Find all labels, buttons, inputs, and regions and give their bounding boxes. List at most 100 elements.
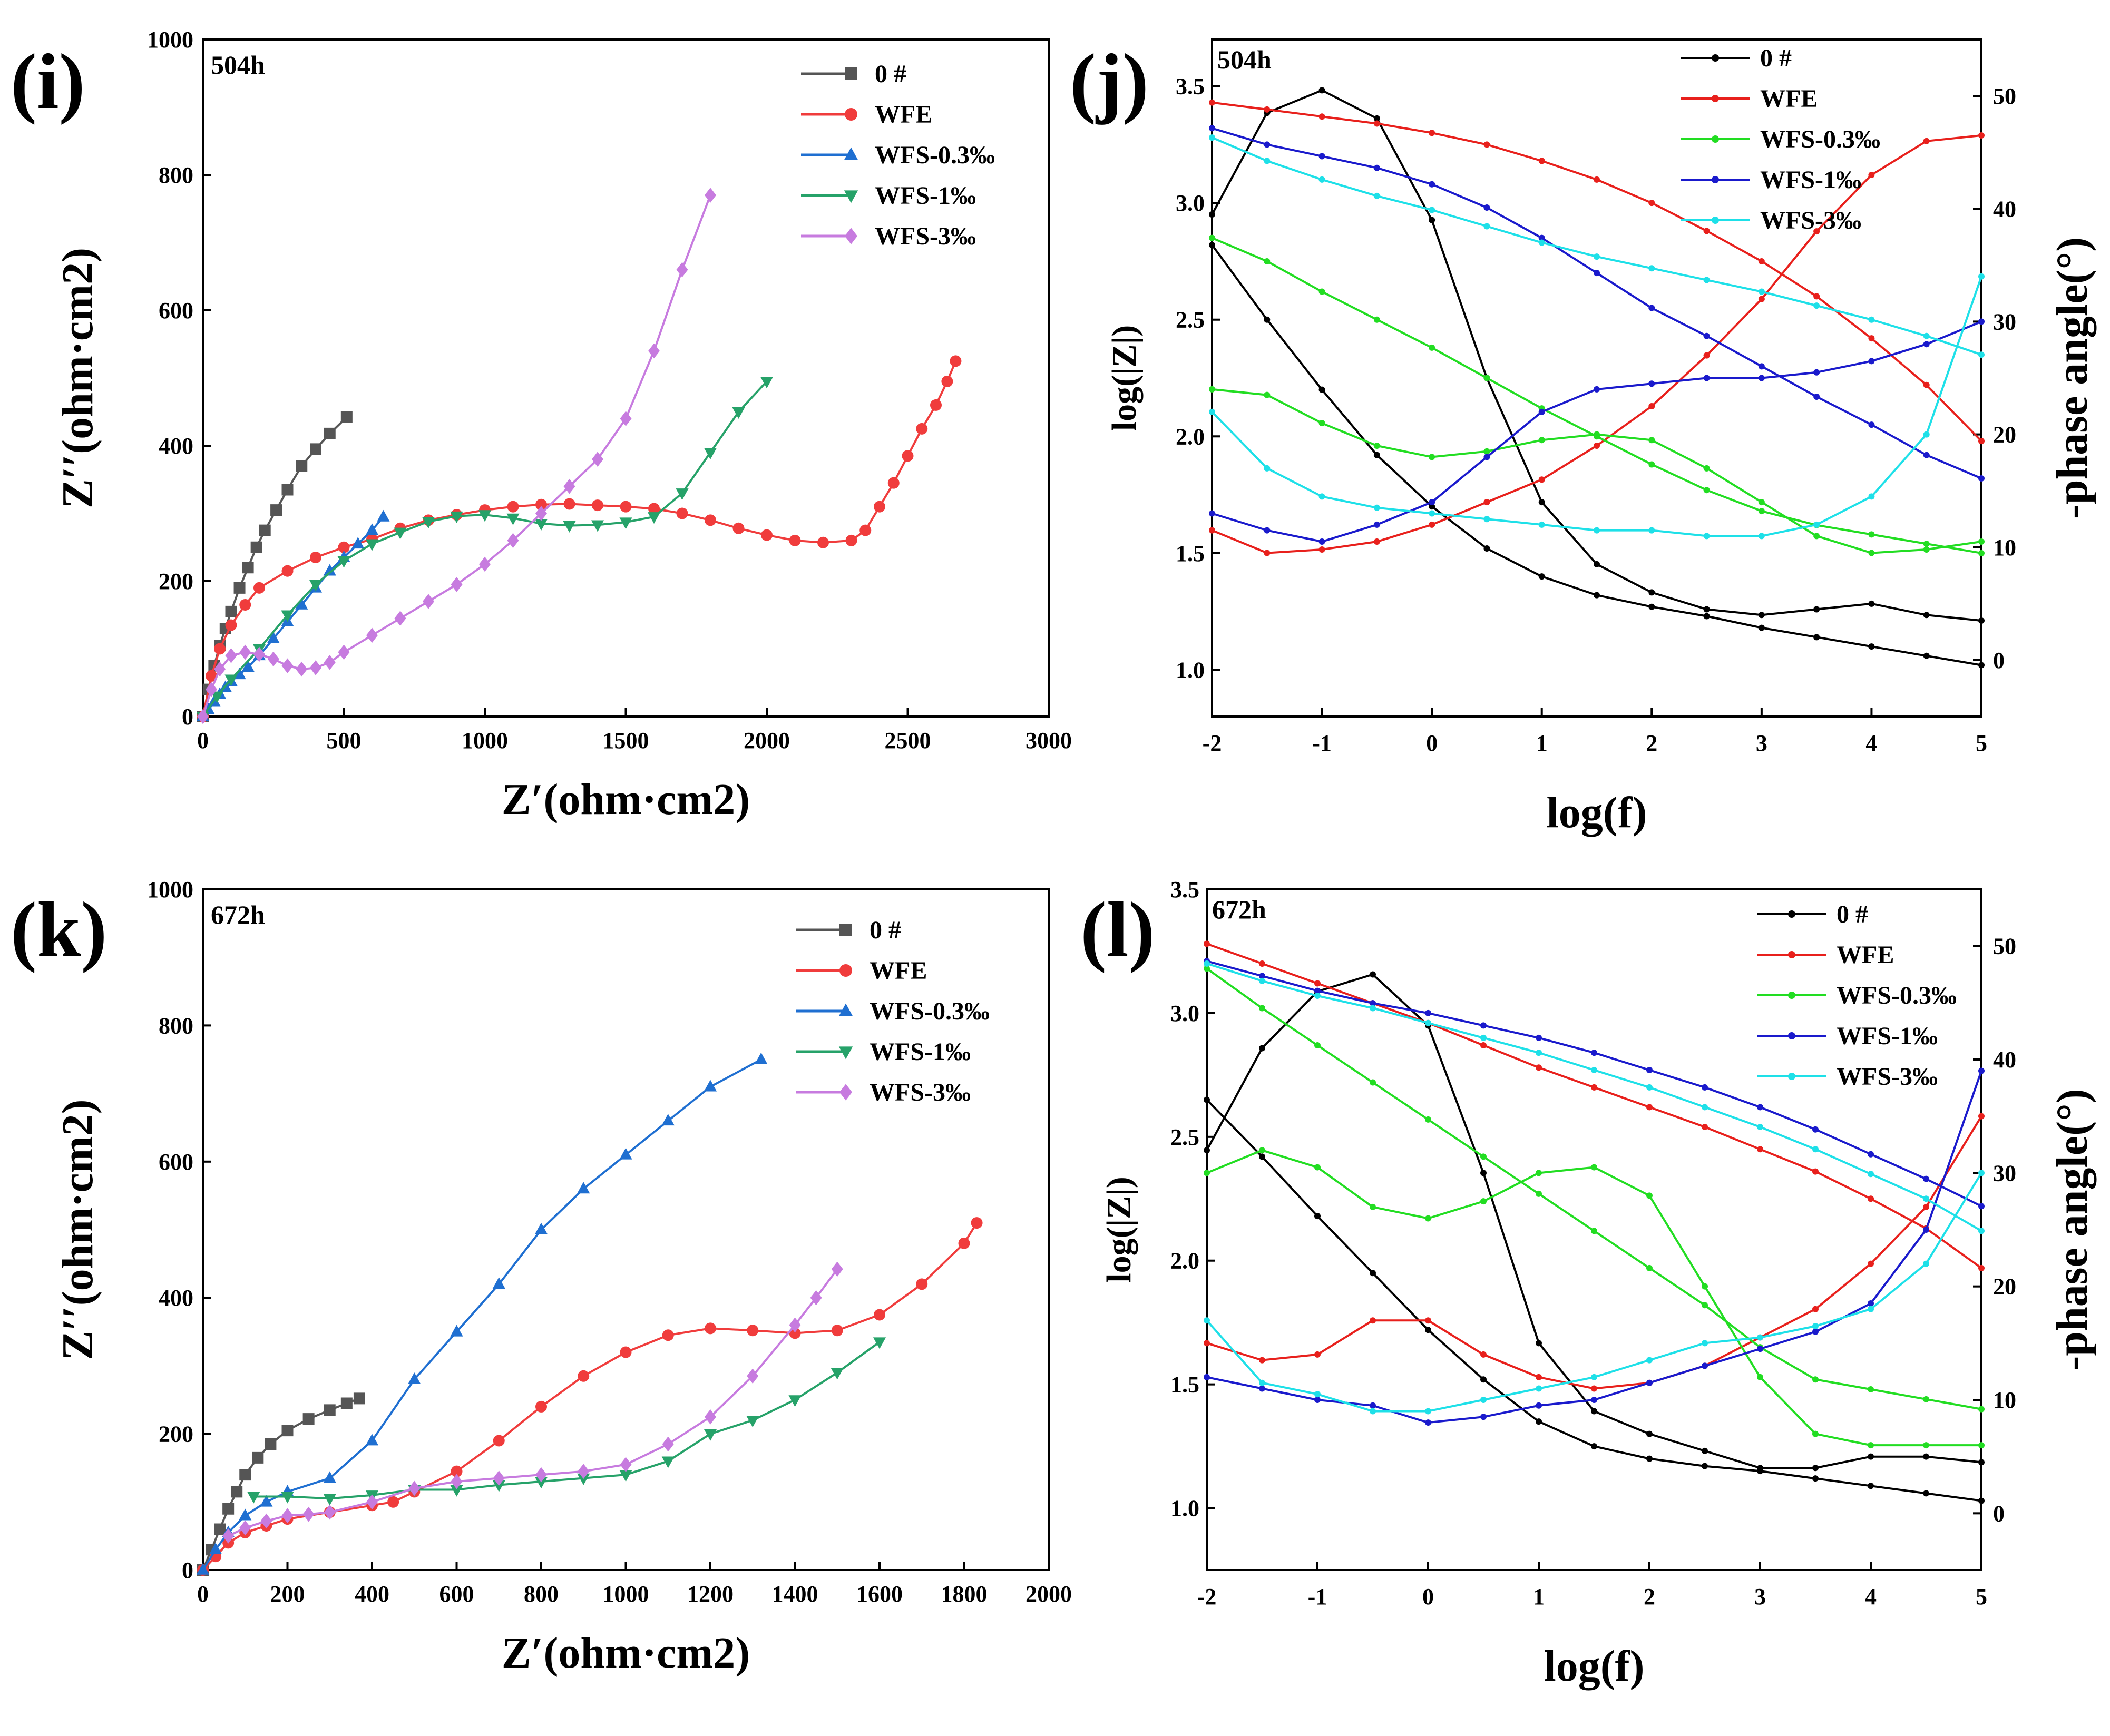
data-point	[377, 509, 390, 522]
y-axis-title: log(|Z|)	[1105, 325, 1144, 431]
data-point	[259, 524, 271, 536]
data-point	[788, 1395, 802, 1407]
phase-point	[1483, 499, 1490, 506]
panel-i: (i) 504h 0 500 1000 1500 2000 2500 3000 0 200 400 60…	[11, 27, 1072, 824]
y-tick-label: 200	[159, 1421, 193, 1447]
log-z-point	[1591, 1084, 1597, 1091]
phase-point	[1703, 606, 1710, 613]
data-point	[324, 427, 336, 439]
x-tick-label: -1	[1312, 730, 1332, 756]
log-z-point	[1646, 1264, 1653, 1271]
phase-point	[1429, 499, 1435, 506]
data-point	[647, 512, 661, 524]
legend-marker	[1712, 176, 1719, 183]
phase-point	[1648, 403, 1655, 410]
log-z-point	[1314, 993, 1321, 999]
series-4: WFS-3‰	[197, 188, 976, 724]
data-point	[941, 375, 953, 387]
phase-point	[1259, 1379, 1265, 1386]
log-z-point	[1264, 141, 1271, 148]
data-point	[239, 599, 251, 611]
log-z-point	[1923, 1490, 1929, 1497]
log-z-point	[1314, 987, 1321, 994]
data-point	[337, 556, 350, 568]
phase-point	[1209, 211, 1215, 218]
log-z-point	[1868, 1386, 1874, 1393]
data-point	[619, 1470, 632, 1482]
log-z-point	[1702, 1463, 1708, 1469]
phase-point	[1373, 504, 1380, 511]
x-tick-label: 400	[355, 1581, 389, 1607]
data-point	[577, 1473, 590, 1485]
phase-point	[1209, 408, 1215, 415]
data-point	[281, 565, 294, 577]
log-z-point	[1702, 1104, 1708, 1111]
phase-point	[1536, 1170, 1542, 1176]
phase-point	[1868, 493, 1875, 500]
time-annotation: 672h	[1212, 895, 1266, 924]
data-point	[534, 1477, 548, 1489]
log-z-point	[1646, 1104, 1653, 1111]
log-z-point	[1480, 1376, 1487, 1383]
data-point	[225, 648, 237, 663]
phase-point	[1264, 391, 1271, 398]
phase-point	[1483, 448, 1490, 455]
x-tick-label: -2	[1203, 730, 1222, 756]
phase-point	[1204, 1340, 1210, 1347]
y-tick-label: 600	[159, 1149, 193, 1175]
phase-point	[1425, 1215, 1431, 1222]
log-z-point	[1318, 288, 1325, 295]
phase-point	[1923, 341, 1930, 348]
data-point	[578, 1370, 590, 1382]
x-axis-title: log(f)	[1544, 1642, 1644, 1691]
log-z-point	[1425, 1009, 1431, 1016]
panel-j: (j) 504h -2 -1 0 1 2 3 4 5 1.0 1.5 2.0 2.5 3.0 3.5 0 10 20…	[1070, 38, 2097, 837]
phase-point	[1314, 1351, 1321, 1358]
log-z-point	[1370, 1079, 1376, 1086]
data-point	[789, 1327, 801, 1339]
log-z-point	[1429, 181, 1435, 188]
data-point	[222, 1528, 235, 1544]
legend-marker	[838, 1003, 853, 1016]
log-z-point	[1923, 1396, 1929, 1402]
phase-point	[1978, 1459, 1985, 1466]
phase-point	[1646, 1430, 1653, 1437]
phase-point	[1594, 431, 1600, 438]
data-point	[676, 507, 688, 519]
log-z-point	[1209, 234, 1215, 241]
phase-point	[1204, 1374, 1210, 1380]
data-point	[450, 511, 463, 523]
x-tick-label: 1000	[462, 728, 508, 753]
log-z-point	[1318, 113, 1325, 120]
phase-point	[1594, 527, 1600, 534]
legend-marker	[1788, 1032, 1795, 1039]
data-point	[296, 460, 308, 472]
phase-point	[1259, 1147, 1265, 1154]
phase-point	[1868, 1306, 1874, 1312]
data-point	[323, 1471, 336, 1483]
phase-point	[1373, 521, 1380, 528]
y2-tick-label: 20	[1993, 1274, 2016, 1300]
data-point	[732, 522, 745, 534]
data-point	[619, 1147, 632, 1160]
x-tick-label: 1	[1536, 730, 1548, 756]
phase-point	[1648, 589, 1655, 596]
log-z-point	[1538, 573, 1545, 580]
log-z-point	[1259, 977, 1265, 984]
y-tick-label: 3.0	[1176, 190, 1205, 216]
x-tick-label: 2	[1646, 730, 1657, 756]
data-point	[506, 513, 520, 525]
data-point	[394, 527, 407, 540]
data-point	[507, 501, 519, 513]
data-point	[253, 646, 265, 662]
data-point	[732, 407, 745, 419]
x-tick-label: 0	[1426, 730, 1438, 756]
phase-point	[1373, 443, 1380, 449]
data-point	[492, 1480, 505, 1492]
data-point	[196, 1563, 210, 1575]
data-point	[366, 627, 378, 643]
log-z-point	[1703, 277, 1710, 283]
data-point	[492, 1277, 505, 1289]
phase-point	[1812, 1430, 1819, 1437]
panel-letter-k: (k)	[11, 886, 107, 974]
